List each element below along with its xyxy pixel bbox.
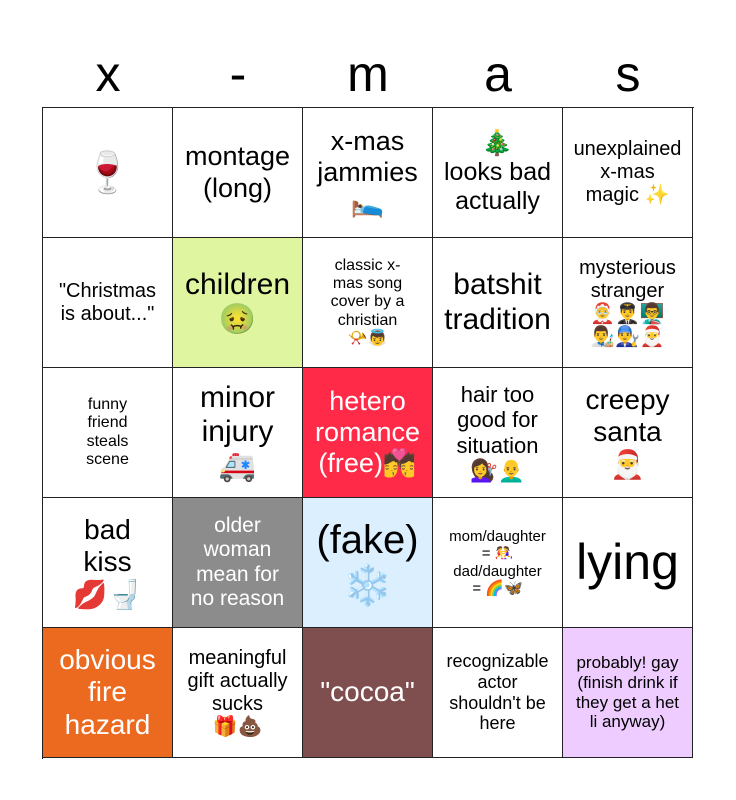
bingo-cell[interactable]: mom/daughter = 🤼‍♀️ dad/daughter = 🌈🦋 — [433, 498, 563, 628]
bingo-cell[interactable]: older woman mean for no reason — [173, 498, 303, 628]
bingo-cell[interactable]: "cocoa" — [303, 628, 433, 758]
header-letter: - — [229, 46, 247, 102]
bingo-cell[interactable]: montage (long) — [173, 108, 303, 238]
bingo-cell[interactable]: meaningful gift actually sucks 🎁💩 — [173, 628, 303, 758]
bingo-cell[interactable]: batshit tradition — [433, 238, 563, 368]
bingo-cell[interactable]: children 🤢 — [173, 238, 303, 368]
bingo-cell[interactable]: (fake) ❄️ — [303, 498, 433, 628]
header-letter: x — [95, 46, 121, 102]
bingo-cell[interactable]: x-mas jammies 🛌 — [303, 108, 433, 238]
bingo-cell[interactable]: unexplained x-mas magic ✨ — [563, 108, 693, 238]
bingo-cell[interactable]: "Christmas is about..." — [43, 238, 173, 368]
header-letter: s — [615, 46, 641, 102]
bingo-cell[interactable]: classic x- mas song cover by a christian… — [303, 238, 433, 368]
header-letter: m — [347, 46, 389, 102]
header-letter: a — [484, 46, 512, 102]
bingo-cell[interactable]: lying — [563, 498, 693, 628]
bingo-cell[interactable]: probably! gay (finish drink if they get … — [563, 628, 693, 758]
bingo-cell[interactable]: hair too good for situation 💇‍♀️👨‍🦲 — [433, 368, 563, 498]
bingo-cell[interactable]: hetero romance (free)💏 — [303, 368, 433, 498]
bingo-cell[interactable]: minor injury 🚑 — [173, 368, 303, 498]
bingo-header: x - m a s — [43, 40, 693, 108]
bingo-cell[interactable]: bad kiss 💋🚽 — [43, 498, 173, 628]
bingo-cell[interactable]: obvious fire hazard — [43, 628, 173, 758]
bingo-cell[interactable]: mysterious stranger 🤶👨‍✈️👨‍🏫 👨‍🎨👨‍🔧🎅 — [563, 238, 693, 368]
bingo-cell[interactable]: recognizable actor shouldn't be here — [433, 628, 563, 758]
bingo-cell[interactable]: 🍷 — [43, 108, 173, 238]
bingo-grid: 🍷 montage (long) x-mas jammies 🛌 🎄 looks ba… — [42, 107, 694, 759]
bingo-cell[interactable]: 🎄 looks bad actually — [433, 108, 563, 238]
bingo-cell[interactable]: funny friend steals scene — [43, 368, 173, 498]
bingo-cell[interactable]: creepy santa 🎅 — [563, 368, 693, 498]
